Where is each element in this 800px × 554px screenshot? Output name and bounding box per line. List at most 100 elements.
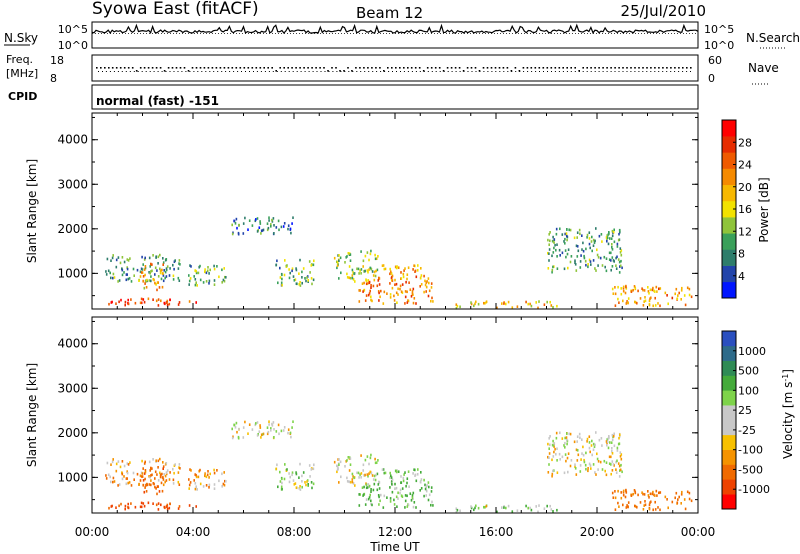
power-echo-cell [260, 229, 263, 233]
power-echo-cell [308, 260, 311, 263]
power-echo-cell [397, 266, 400, 269]
velocity-echo-cell [405, 484, 407, 488]
velocity-echo-cell [383, 471, 386, 475]
velocity-echo-cell [564, 436, 566, 440]
power-echo-cell [404, 290, 407, 293]
x-tick-label: 12:00 [378, 525, 413, 539]
power-echo-cell [197, 271, 200, 275]
velocity-echo-cell [587, 467, 589, 470]
nave-point [189, 71, 191, 72]
power-echo-cell [361, 282, 364, 285]
velocity-echo-cell [428, 485, 430, 489]
power-echo-cell [153, 278, 155, 282]
velocity-echo-cell [594, 443, 596, 447]
velocity-echo-cell [223, 483, 226, 487]
freq-point [247, 67, 250, 69]
nave-point [403, 71, 405, 72]
nave-point [427, 71, 429, 72]
velocity-echo-cell [178, 463, 181, 466]
velocity-echo-cell [556, 459, 558, 462]
velocity-echo-cell [188, 478, 190, 481]
power-echo-cell [634, 300, 636, 304]
freq-point [538, 67, 541, 69]
velocity-echo-cell [678, 495, 680, 499]
velocity-echo-cell [126, 462, 129, 465]
velocity-echo-cell [127, 463, 130, 466]
power-echo-cell [311, 282, 313, 286]
velocity-echo-cell [549, 435, 551, 438]
velocity-echo-cell [404, 471, 406, 474]
colorbar-tick-label: 4 [738, 270, 745, 283]
power-echo-cell [592, 259, 595, 262]
velocity-echo-cell [619, 451, 622, 454]
velocity-echo-cell [377, 459, 379, 462]
velocity-echo-cell [346, 459, 348, 462]
colorbar-tick-label: -500 [738, 463, 763, 476]
power-echo-cell [172, 263, 174, 267]
freq-point [359, 67, 361, 69]
power-echo-cell [126, 267, 129, 271]
power-echo-cell [144, 266, 147, 270]
power-echo-cell [564, 249, 567, 252]
velocity-echo-cell [283, 477, 286, 481]
power-echo-cell [412, 268, 414, 271]
velocity-echo-cell [119, 465, 122, 469]
velocity-echo-cell [233, 423, 236, 427]
velocity-echo-cell [352, 482, 355, 485]
power-echo-cell [618, 260, 621, 264]
power-echo-cell [485, 300, 488, 304]
power-echo-cell [622, 289, 625, 293]
velocity-echo-cell [166, 505, 168, 508]
velocity-echo-cell [299, 462, 301, 466]
power-echo-cell [338, 254, 340, 257]
power-echo-cell [642, 304, 645, 307]
power-echo-cell [647, 286, 649, 289]
power-echo-cell [224, 275, 226, 279]
power-echo-cell [234, 222, 237, 225]
power-echo-cell [348, 276, 351, 280]
velocity-echo-cell [126, 471, 129, 475]
velocity-echo-cell [397, 491, 399, 495]
freq-point [323, 67, 325, 69]
velocity-echo-cell [484, 506, 486, 509]
colorbar-tick-label: 25 [738, 404, 752, 417]
nave-point [249, 71, 250, 72]
power-echo-cell [402, 275, 405, 279]
power-echo-cell [244, 216, 246, 220]
power-echo-cell [162, 274, 165, 277]
velocity-echo-cell [496, 510, 498, 514]
power-echo-cell [205, 271, 208, 275]
freq-point [522, 67, 525, 69]
velocity-echo-cell [641, 491, 643, 494]
nave-point [372, 71, 374, 72]
power-echo-cell [363, 270, 365, 273]
power-echo-cell [124, 303, 126, 307]
power-echo-cell [295, 282, 298, 285]
power-echo-cell [397, 287, 399, 291]
freq-point [414, 67, 417, 69]
velocity-echo-cell [177, 471, 180, 474]
velocity-echo-cell [289, 431, 292, 435]
velocity-echo-cell [280, 485, 283, 489]
velocity-echo-cell [205, 484, 208, 487]
velocity-echo-cell [143, 472, 146, 475]
freq-point [235, 67, 238, 69]
power-echo-cell [370, 298, 372, 302]
velocity-echo-cell [407, 503, 410, 507]
freq-point [570, 67, 572, 69]
velocity-echo-cell [189, 481, 192, 484]
power-echo-cell [115, 302, 117, 305]
velocity-echo-cell [147, 501, 150, 505]
velocity-echo-cell [336, 465, 339, 468]
power-echo-cell [527, 302, 529, 306]
velocity-echo-cell [124, 507, 126, 511]
colorbar-tick-label: 16 [738, 203, 752, 216]
power-echo-cell [188, 300, 191, 303]
power-echo-cell [549, 239, 551, 243]
power-echo-cell [115, 265, 118, 269]
colorbar-segment [722, 405, 736, 421]
cpid-panel-frame [91, 84, 699, 110]
colorbar-tick-label: 20 [738, 181, 752, 194]
freq-point [606, 67, 608, 69]
nave-point [686, 71, 688, 72]
